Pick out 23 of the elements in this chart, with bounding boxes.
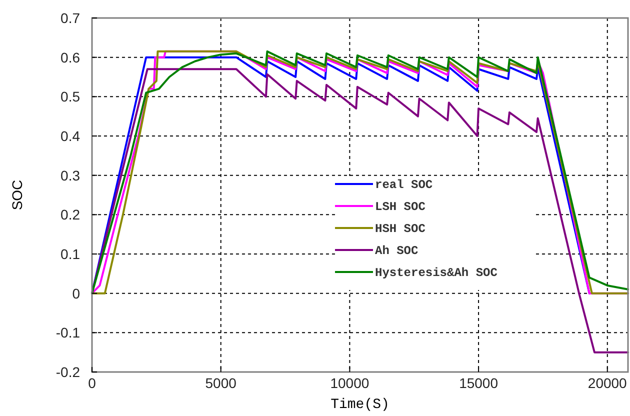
y-tick-label: -0.2 [56,364,80,380]
x-tick-label: 10000 [330,375,370,391]
y-tick-label: -0.1 [56,324,80,341]
y-tick-label: 0.4 [60,128,80,144]
y-tick-label: 0.1 [60,246,80,262]
y-tick-label: 0.6 [60,49,80,66]
x-axis-title: Time(S) [330,397,390,413]
y-tick-label: 0.7 [60,10,80,26]
legend-label: Hysteresis&Ah SOC [375,266,498,280]
y-tick-label: 0.2 [60,206,80,223]
y-tick-label: 0.5 [60,88,80,105]
x-tick-label: 20000 [588,375,628,391]
x-tick-label: 5000 [205,375,237,391]
x-tick-label: 0 [88,375,96,391]
y-tick-label: 0.3 [60,167,80,184]
y-tick-label: 0 [72,285,80,302]
legend-label: Ah SOC [375,244,418,258]
legend-label: LSH SOC [375,200,426,214]
x-tick-label: 15000 [459,375,498,391]
line-series [91,68,629,354]
y-axis-title: SOC [9,180,25,210]
legend-label: real SOC [375,178,433,192]
legend-label: HSH SOC [375,222,426,236]
